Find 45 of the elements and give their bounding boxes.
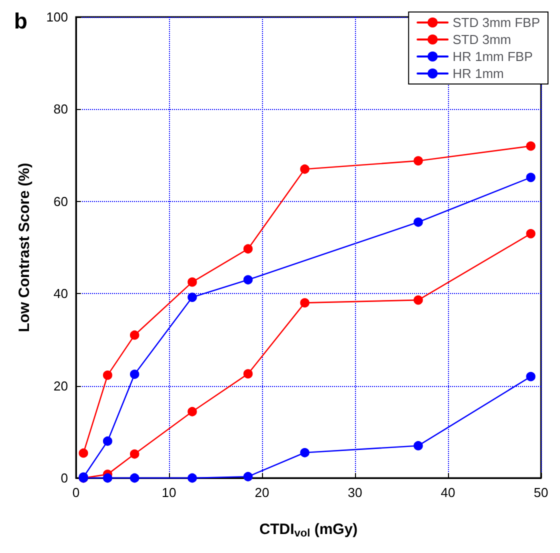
point xyxy=(188,473,197,483)
x-tick-label: 10 xyxy=(162,485,176,500)
x-tick-label: 30 xyxy=(348,485,362,500)
point xyxy=(526,229,536,238)
y-tick-label: 40 xyxy=(54,286,68,302)
y-tick-label: 60 xyxy=(54,194,68,209)
point xyxy=(188,292,197,302)
y-tick-label: 0 xyxy=(60,470,68,486)
y-tick-label: 100 xyxy=(46,10,68,24)
legend-label: HR 1mm xyxy=(452,66,504,81)
point xyxy=(130,449,140,459)
y-tick-label: 20 xyxy=(54,378,68,394)
y-axis-title: Low Contrast Score (%) xyxy=(16,162,33,332)
point xyxy=(243,369,253,378)
point xyxy=(102,370,112,380)
x-tick-label: 40 xyxy=(440,485,456,500)
point xyxy=(102,473,112,483)
point xyxy=(243,472,253,482)
point xyxy=(102,436,112,446)
legend-label: STD 3mm xyxy=(452,32,512,47)
x-tick-label: 20 xyxy=(254,485,270,500)
point xyxy=(300,448,310,458)
point xyxy=(414,217,423,227)
y-tick-label: 80 xyxy=(54,102,68,117)
point xyxy=(243,275,253,284)
legend-label: HR 1mm FBP xyxy=(452,49,533,64)
point xyxy=(78,448,88,458)
x-tick-label: 50 xyxy=(534,485,548,500)
point xyxy=(414,295,423,305)
x-tick-label: 0 xyxy=(72,485,80,500)
point xyxy=(414,441,423,450)
point xyxy=(526,141,536,151)
point xyxy=(414,156,423,166)
point xyxy=(526,172,536,182)
point xyxy=(300,164,310,174)
point xyxy=(526,372,536,382)
point xyxy=(130,473,140,483)
legend-label: STD 3mm FBP xyxy=(452,15,540,30)
point xyxy=(130,330,140,340)
point xyxy=(300,298,310,308)
text: b xyxy=(14,8,28,34)
point xyxy=(188,277,197,287)
point xyxy=(243,244,253,254)
point xyxy=(130,370,140,379)
point xyxy=(188,406,197,416)
